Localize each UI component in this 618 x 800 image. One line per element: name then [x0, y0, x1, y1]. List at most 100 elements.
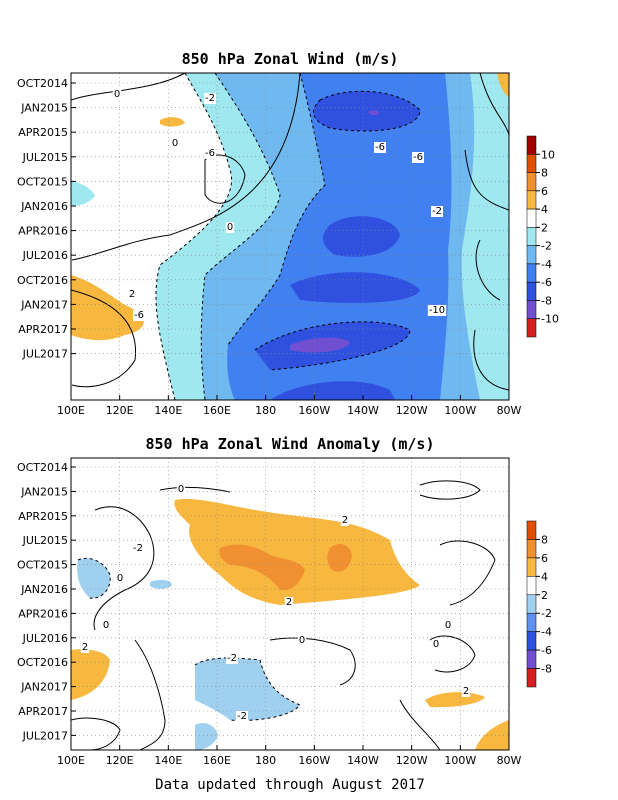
x-tick-label: 120W: [396, 754, 428, 767]
y-tick-label: OCT2014: [17, 461, 68, 474]
top-neg-contours: [155, 73, 421, 400]
x-tick-label: 140W: [347, 754, 379, 767]
colorbar-label: 6: [541, 185, 548, 198]
contour-label-bg: [461, 686, 471, 697]
y-tick-label: OCT2016: [17, 656, 68, 669]
contour-label: 2: [82, 642, 88, 653]
contour-label-bg: [204, 148, 216, 159]
contour-label-bg: [80, 642, 90, 653]
contour-label: -2: [237, 711, 247, 722]
contour-label: -6: [134, 310, 144, 321]
contour-label-bg: [101, 620, 111, 631]
y-tick-label: APR2017: [18, 323, 68, 336]
colorbar-label: -6: [541, 276, 552, 289]
colorbar-swatch: [526, 135, 537, 155]
contour-label-bg: [115, 573, 125, 584]
x-tick-label: 140E: [154, 404, 182, 417]
anom-plus4-b: [327, 544, 352, 572]
bottom-x-ticks: 100E 120E 140E 160E 180 160W 140W 120W 100W 80W: [57, 745, 522, 767]
top-fields: [71, 73, 509, 400]
top-y-ticks: OCT2014 JAN2015 APR2015 JUL2015 OCT2015 JAN20…: [17, 77, 76, 361]
bottom-fields: [71, 480, 509, 750]
bottom-y-ticks: OCT2014 JAN2015 APR2015 JUL2015 OCT2015 JAN20…: [17, 461, 76, 742]
field-plus2-small: [160, 117, 185, 127]
colorbar-label: -2: [541, 607, 552, 620]
colorbar-swatch: [526, 281, 537, 301]
y-tick-label: OCT2015: [17, 175, 68, 188]
y-tick-label: APR2016: [18, 225, 68, 238]
colorbar-label: 4: [541, 203, 548, 216]
y-tick-label: OCT2016: [17, 274, 68, 287]
contour-label-bg: [297, 635, 307, 646]
contour-label: 2: [463, 686, 469, 697]
contour-label-bg: [176, 484, 186, 495]
top-contour-labels: 0 -2 0 -6 -6 -6 -2 0 2 -6 -10: [112, 89, 447, 321]
contour-label-bg: [340, 515, 350, 526]
field-minus8-a: [313, 91, 420, 131]
y-tick-label: OCT2014: [17, 77, 68, 90]
colorbar-label: -8: [541, 294, 552, 307]
y-tick-label: APR2015: [18, 126, 68, 139]
y-tick-label: APR2016: [18, 607, 68, 620]
contour-label: 0: [433, 639, 439, 650]
contour-label: 0: [299, 635, 305, 646]
contour-label: 2: [286, 597, 292, 608]
x-tick-label: 160W: [298, 404, 330, 417]
contour-label-bg: [112, 89, 122, 100]
colorbar-label: -4: [541, 258, 552, 271]
colorbar-swatch: [526, 520, 537, 540]
colorbar-swatch: [526, 263, 537, 283]
y-tick-label: JUL2017: [22, 729, 68, 742]
colorbar-label: 4: [541, 570, 548, 583]
contour-label: -6: [205, 148, 215, 159]
anom-plus2-west: [71, 649, 110, 700]
colorbar-swatch: [526, 539, 537, 559]
contour-label-bg: [127, 289, 137, 300]
field-minus10: [290, 337, 350, 353]
colorbar-swatch: [526, 172, 537, 192]
y-tick-label: JAN2015: [20, 102, 68, 115]
top-colorbar: 10 8 6 4 2 -2 -4 -6 -8 -10: [526, 135, 559, 338]
x-tick-label: 120E: [106, 404, 134, 417]
contour-label: 0: [114, 89, 120, 100]
x-tick-label: 100W: [444, 404, 476, 417]
y-tick-label: JUL2016: [22, 249, 68, 262]
y-tick-label: JUL2017: [22, 348, 68, 361]
contour-label: 0: [103, 620, 109, 631]
contour-label-bg: [170, 138, 180, 149]
bottom-frame: [70, 457, 510, 751]
contour-label: 2: [342, 515, 348, 526]
x-tick-label: 100E: [57, 404, 85, 417]
colorbar-label: -4: [541, 626, 552, 639]
anom-minus2-bottom: [195, 723, 218, 750]
contour-label-bg: [374, 142, 386, 153]
x-tick-label: 160E: [203, 754, 231, 767]
y-tick-label: JAN2016: [20, 200, 68, 213]
contour-label: -2: [432, 206, 442, 217]
y-tick-label: JUL2016: [22, 632, 68, 645]
colorbar-label: -10: [541, 313, 559, 326]
contour-label-bg: [443, 620, 453, 631]
colorbar-label: 6: [541, 552, 548, 565]
contour-label-bg: [412, 152, 424, 163]
x-tick-label: 160W: [298, 754, 330, 767]
bottom-grid: [71, 458, 509, 750]
contour-label: -2: [133, 543, 143, 554]
colorbar-swatch: [526, 612, 537, 632]
contour-label-bg: [284, 597, 294, 608]
footer-note: Data updated through August 2017: [155, 777, 425, 793]
contour-label: -2: [227, 653, 237, 664]
anom-minus2-central: [195, 657, 300, 721]
top-frame: [70, 72, 510, 401]
colorbar-swatch: [526, 300, 537, 319]
x-tick-label: 180: [255, 404, 276, 417]
contour-label-bg: [431, 639, 441, 650]
chart-bottom: 850 hPa Zonal Wind Anomaly (m/s): [17, 435, 552, 767]
top-contours: [71, 73, 509, 391]
y-tick-label: JAN2016: [20, 583, 68, 596]
colorbar-swatch: [526, 190, 537, 210]
field-plus2-west: [71, 275, 144, 341]
contour-label: -6: [375, 142, 385, 153]
